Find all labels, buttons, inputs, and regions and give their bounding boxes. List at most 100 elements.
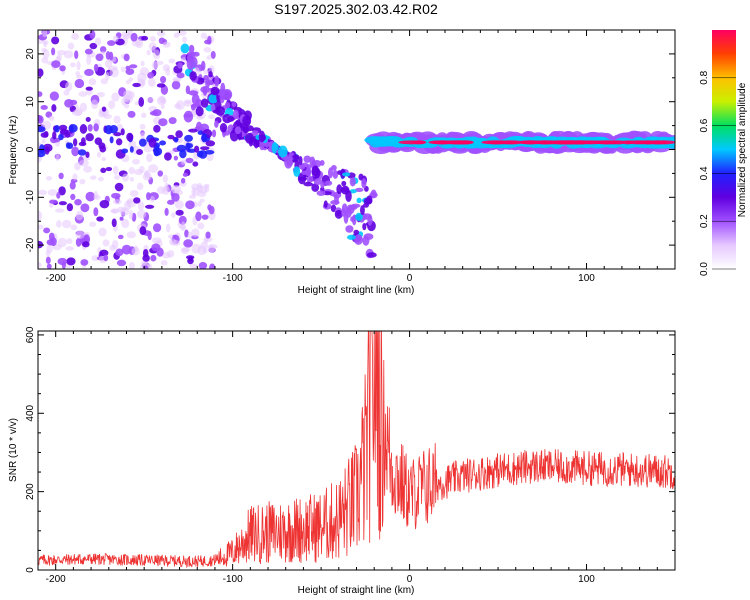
spectrogram-cell [79, 159, 89, 167]
spectrogram-cell [123, 53, 130, 62]
spectrogram-cell [38, 224, 44, 230]
spectrogram-cell [200, 98, 209, 108]
spectrogram-cell [78, 141, 87, 147]
spectrogram-cell [346, 234, 356, 240]
spectrogram-cell [200, 60, 206, 71]
spectrogram-cell [203, 237, 209, 244]
snr-y-tick-label: 0 [25, 567, 36, 573]
spectrogram-cell [55, 208, 65, 213]
spectrogram-cell [149, 36, 157, 42]
spectrogram-cell [58, 186, 66, 196]
spectrogram-cell [99, 46, 107, 53]
spectrogram-cell [197, 130, 204, 135]
spectrogram-cell [75, 230, 85, 239]
spectrogram-cell [146, 49, 151, 56]
spectrogram-cell [185, 200, 195, 210]
spectrogram-cell [137, 201, 145, 211]
spectrogram-cell [205, 140, 216, 147]
spectrogram-cell [337, 170, 343, 175]
spectrogram-cell [42, 30, 48, 38]
spectrogram-cell [79, 178, 86, 185]
spectrogram-cell [156, 60, 164, 65]
spectrogram-cell [128, 166, 136, 175]
spectrogram-cell [80, 259, 89, 266]
spectrogram-cell [116, 206, 127, 213]
spectrogram-cell [301, 170, 307, 176]
spectrogram-cell [185, 142, 191, 151]
spectrogram-cell [127, 110, 136, 118]
spectrogram-cell [196, 184, 204, 193]
spectrogram-cell [69, 181, 76, 190]
spectrogram-cell [212, 109, 221, 114]
spectrogram-cell [129, 64, 138, 69]
spectrogram-cell [362, 235, 370, 246]
spectrogram-cell [316, 190, 326, 196]
spectrogram-cell [313, 178, 322, 185]
spectrogram-cell [345, 225, 354, 233]
spectrogram-cell [361, 178, 367, 189]
spectrogram-cell [104, 71, 110, 81]
spectrogram-cell [242, 115, 252, 127]
spectrogram-cell [106, 40, 116, 46]
spectrogram-cell [345, 190, 352, 202]
spectrogram-cell [248, 136, 254, 147]
spectrogram-cell [97, 176, 104, 182]
spectrogram-cell [164, 207, 169, 217]
snr-y-tick-label: 200 [25, 483, 36, 500]
spectrogram-cell [219, 122, 228, 133]
spectrogram-cell [52, 131, 57, 140]
spectrogram-cell [360, 205, 365, 216]
spectrogram-cell [165, 67, 171, 76]
spectrogram-cell [234, 126, 242, 135]
spectrogram-cell [160, 104, 165, 110]
spectrogram-cell [85, 117, 91, 122]
spectrogram-cell [171, 212, 176, 218]
spectrogram-cell [334, 209, 343, 219]
spectrogram-cell [309, 176, 314, 183]
spectrogram-cell [168, 117, 177, 125]
snr-x-tick-label: -100 [223, 574, 243, 585]
spectrogram-cell [147, 72, 155, 79]
spectrogram-cell [89, 221, 97, 227]
spectrogram-cell [111, 92, 120, 102]
spectrogram-cell [121, 97, 127, 106]
spectrogram-cell [101, 106, 107, 112]
spectrogram-cell [86, 55, 92, 66]
spectrogram-cell [177, 62, 183, 69]
spectrogram-cell [129, 190, 139, 197]
snr-x-label: Height of straight line (km) [298, 585, 415, 596]
spectrogram-cell [594, 140, 620, 145]
spectrogram-cell [354, 187, 364, 193]
spectrogram-cell [203, 69, 210, 75]
spectrogram-cell [214, 120, 219, 128]
spectrogram-cell [184, 134, 194, 142]
spectrogram-cell [156, 186, 166, 194]
spectrogram-cell [179, 181, 187, 187]
spectrogram-cell [188, 128, 198, 133]
spectrogram-cell [100, 167, 107, 174]
spectrogram-cell [51, 104, 57, 112]
spectrogram-cell [38, 262, 42, 268]
spectrogram-cell [55, 153, 60, 162]
spectrogram-cell [199, 198, 205, 203]
spectrogram-cell [121, 31, 132, 38]
spectrogram-cell [203, 47, 212, 53]
spectrogram-cell [205, 231, 211, 239]
spectrogram-cell [214, 75, 220, 87]
spectrogram-cell [208, 114, 216, 120]
spectrogram-cell [208, 71, 213, 78]
spectrogram-cell [38, 240, 44, 249]
snr-x-tick-label: 100 [578, 574, 595, 585]
spectrogram-cell [91, 255, 99, 262]
spectrogram-cell [162, 174, 169, 183]
colorbar-tick-label: 0.8 [699, 70, 710, 84]
spectrogram-cell [188, 44, 195, 54]
spectrogram-cell [131, 247, 140, 256]
spectrogram-cell [101, 156, 107, 162]
spectrogram-cell [158, 118, 168, 127]
spectrogram-cell [113, 115, 121, 124]
spectrogram-cell [51, 47, 56, 56]
spectrogram-cell [61, 219, 72, 229]
spectrogram-y-tick-label: 20 [25, 48, 36, 60]
spectrogram-cell [173, 137, 179, 143]
